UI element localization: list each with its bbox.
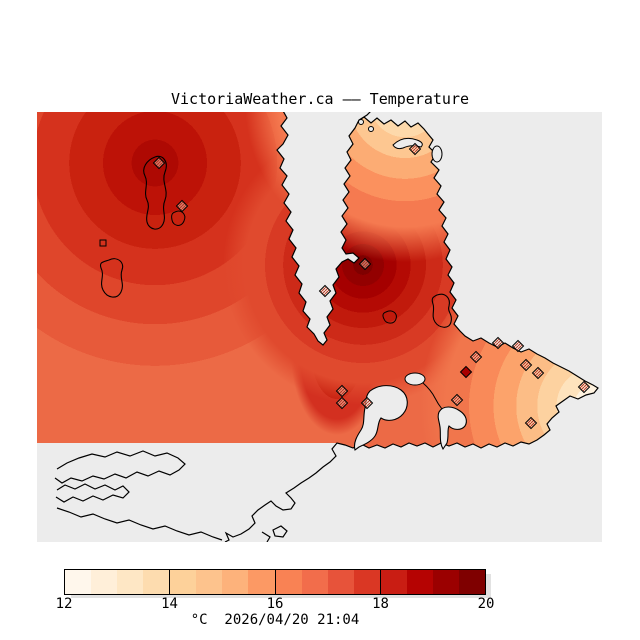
islet — [368, 126, 374, 132]
weather-station-marker — [459, 365, 473, 379]
map-title: VictoriaWeather.ca —— Temperature — [170, 90, 469, 108]
colorbar — [64, 569, 486, 595]
colorbar-segment — [379, 570, 407, 594]
weather-station-marker — [318, 284, 332, 298]
colorbar-segment — [196, 570, 223, 594]
colorbar-segment — [91, 570, 118, 594]
weather-station-marker — [491, 336, 505, 350]
portage-inlet — [404, 372, 426, 386]
victoria-harbour — [437, 406, 467, 451]
james-island — [431, 145, 443, 163]
colorbar-segment — [65, 570, 92, 594]
colorbar-segment — [169, 570, 197, 594]
colorbar-segment — [327, 570, 354, 594]
colorbar-segment — [248, 570, 275, 594]
elk-beaver-lake — [431, 293, 452, 328]
weather-station-marker — [335, 384, 349, 398]
weather-station-marker — [408, 142, 422, 156]
weather-station-marker — [577, 380, 591, 394]
colorbar-segment — [432, 570, 459, 594]
colorbar-segment — [353, 570, 380, 594]
weather-station-marker — [531, 366, 545, 380]
weather-station-marker — [524, 416, 538, 430]
islet — [358, 119, 364, 125]
colorbar-tick: 20 — [477, 596, 495, 612]
gorge-waterway — [422, 382, 443, 410]
colorbar-tick: 16 — [266, 596, 284, 612]
weather-station-marker — [360, 396, 374, 410]
colorbar-segment — [222, 570, 249, 594]
colorbar-tick: 14 — [161, 596, 178, 612]
station-markers — [152, 142, 591, 430]
weather-station-marker — [175, 199, 189, 213]
sea-mask — [37, 112, 602, 542]
prospect-lake — [382, 310, 397, 324]
weather-station-marker — [335, 396, 349, 410]
colorbar-segment — [117, 570, 144, 594]
weather-station-marker — [469, 350, 483, 364]
colorbar-tick: 12 — [55, 596, 73, 612]
colorbar-caption: °C 2026/04/20 21:04 — [190, 612, 360, 628]
sooke-lake — [99, 258, 124, 298]
colorbar-tick: 18 — [372, 596, 389, 612]
temperature-contour-map — [37, 112, 602, 542]
colorbar-tick-labels: 12 14 16 18 20 — [56, 596, 495, 612]
weather-station-marker — [358, 257, 372, 271]
tiny-lake — [99, 239, 107, 247]
sidney-spit — [392, 137, 423, 150]
weather-station-marker — [450, 393, 464, 407]
weather-station-marker — [511, 339, 525, 353]
saanich-inlet — [276, 112, 371, 346]
weather-station-marker — [519, 358, 533, 372]
colorbar-segment — [301, 570, 328, 594]
shawnigan-lake — [143, 155, 167, 230]
weather-station-marker — [152, 156, 166, 170]
colorbar-segment — [143, 570, 170, 594]
small-lake — [171, 210, 186, 226]
colorbar-segment — [274, 570, 302, 594]
colorbar-segment — [406, 570, 433, 594]
coastline-victoria — [224, 114, 599, 542]
colorbar-segment — [458, 570, 485, 594]
coastline-sooke-metchosin — [54, 450, 288, 542]
